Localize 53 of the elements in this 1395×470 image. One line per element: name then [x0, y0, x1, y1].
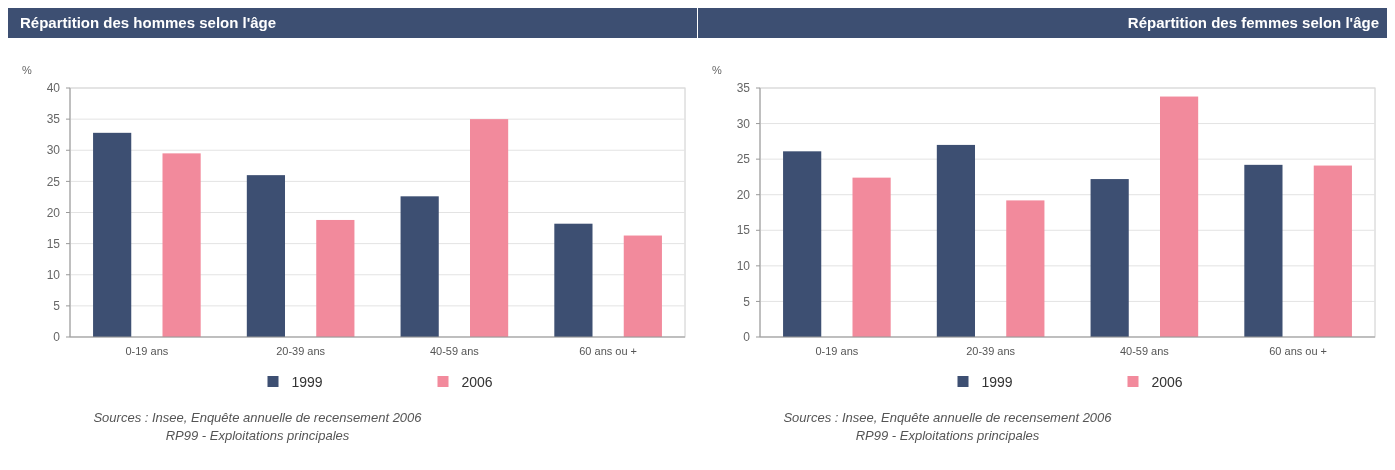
legend-label: 2006: [461, 373, 493, 390]
bar: [852, 177, 891, 337]
y-tick-label: 10: [736, 259, 751, 274]
y-tick-label: 25: [736, 152, 751, 167]
x-tick-label: 60 ans ou +: [1269, 345, 1328, 357]
chart-title: Répartition des femmes selon l'âge: [1127, 14, 1379, 31]
legend-label: 1999: [981, 373, 1013, 390]
x-tick-label: 40-59 ans: [1119, 345, 1170, 357]
x-tick-label: 20-39 ans: [276, 345, 326, 357]
bar: [554, 223, 593, 337]
x-tick-label: 40-59 ans: [429, 345, 480, 357]
source-note: Sources : Insee, Enquête annuelle de recensement 2006: [783, 410, 1113, 425]
bar: [246, 175, 285, 337]
y-axis-title: %: [22, 64, 32, 76]
bar: [1244, 164, 1283, 337]
bar: [93, 132, 132, 337]
text: RP99 - Exploitations principales: [855, 428, 1040, 443]
bar: [470, 119, 509, 337]
bar: [936, 144, 975, 337]
x-tick-label: 60 ans ou +: [579, 345, 638, 357]
legend-label: 1999: [291, 373, 323, 390]
y-axis-title: %: [712, 64, 722, 76]
bar: [162, 153, 201, 337]
source-note: Sources : Insee, Enquête annuelle de recensement 2006: [93, 410, 423, 425]
y-tick-label: 25: [46, 174, 61, 189]
y-tick-label: 0: [743, 330, 751, 345]
bar: [316, 219, 355, 337]
bar: [623, 235, 662, 337]
y-tick-label: 40: [46, 81, 61, 96]
y-tick-label: 35: [46, 112, 61, 127]
bar: [783, 151, 822, 337]
x-tick-label: 20-39 ans: [966, 345, 1016, 357]
legend-label: 2006: [1151, 373, 1183, 390]
y-tick-label: 15: [736, 223, 751, 238]
bar: [1090, 179, 1129, 337]
y-tick-label: 30: [46, 143, 61, 158]
y-tick-label: 15: [46, 236, 61, 251]
y-tick-label: 5: [53, 299, 61, 314]
bar: [1313, 165, 1352, 337]
bar: [1160, 96, 1199, 337]
y-tick-label: 0: [53, 330, 61, 345]
bar: [400, 196, 439, 337]
y-tick-label: 20: [736, 187, 751, 202]
y-tick-label: 5: [743, 294, 751, 309]
y-tick-label: 10: [46, 267, 61, 282]
y-tick-label: 30: [736, 116, 751, 131]
y-tick-label: 20: [46, 205, 61, 220]
x-tick-label: 0-19 ans: [815, 345, 859, 357]
x-tick-label: 0-19 ans: [125, 345, 169, 357]
chart-title: Répartition des hommes selon l'âge: [20, 14, 277, 31]
text: RP99 - Exploitations principales: [165, 428, 350, 443]
y-tick-label: 35: [736, 81, 751, 96]
bar: [1006, 200, 1045, 337]
